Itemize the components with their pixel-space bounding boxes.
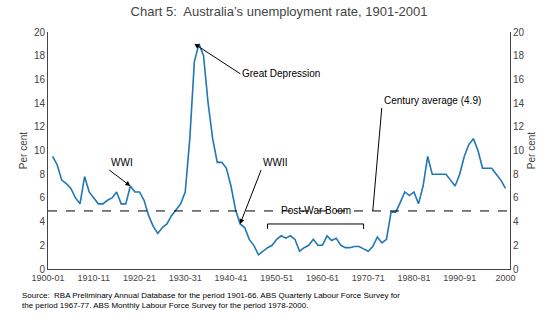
svg-text:1930-31: 1930-31	[169, 273, 202, 283]
svg-text:14: 14	[513, 98, 525, 109]
svg-text:2: 2	[513, 240, 519, 251]
svg-text:12: 12	[513, 121, 525, 132]
svg-text:16: 16	[34, 74, 46, 85]
svg-text:4: 4	[513, 216, 519, 227]
svg-text:12: 12	[34, 121, 46, 132]
svg-text:Per cent: Per cent	[18, 132, 29, 169]
svg-text:1990-91: 1990-91	[443, 273, 476, 283]
svg-text:2000: 2000	[495, 273, 515, 283]
svg-text:10: 10	[34, 145, 46, 156]
svg-text:20: 20	[513, 27, 525, 38]
svg-text:WWI: WWI	[111, 157, 133, 168]
svg-text:2: 2	[39, 240, 45, 251]
svg-text:6: 6	[513, 192, 519, 203]
svg-text:1900-01: 1900-01	[31, 273, 64, 283]
svg-text:20: 20	[34, 27, 46, 38]
svg-text:Great Depression: Great Depression	[242, 68, 320, 79]
svg-text:1910-11: 1910-11	[78, 273, 110, 283]
svg-text:1970-71: 1970-71	[352, 273, 385, 283]
svg-text:Source: RBA Preliminary Annua: Source: RBA Preliminary Annual Database …	[22, 291, 400, 310]
svg-text:0: 0	[513, 264, 519, 275]
svg-text:1960-61: 1960-61	[306, 273, 339, 283]
svg-text:8: 8	[39, 169, 45, 180]
svg-text:Chart 5: Australia’s unemploy: Chart 5: Australia’s unemployment rate, …	[131, 4, 428, 19]
svg-text:14: 14	[34, 98, 46, 109]
svg-text:1920-21: 1920-21	[123, 273, 156, 283]
svg-text:1980-81: 1980-81	[397, 273, 430, 283]
svg-text:Post-War Boom: Post-War Boom	[281, 205, 351, 216]
svg-text:16: 16	[513, 74, 525, 85]
svg-text:18: 18	[513, 50, 525, 61]
svg-text:6: 6	[39, 192, 45, 203]
svg-text:WWII: WWII	[263, 157, 287, 168]
svg-text:10: 10	[513, 145, 525, 156]
svg-text:1950-51: 1950-51	[260, 273, 293, 283]
svg-text:Century average (4.9): Century average (4.9)	[384, 95, 481, 106]
svg-text:1940-41: 1940-41	[214, 273, 247, 283]
svg-text:0: 0	[39, 264, 45, 275]
svg-text:8: 8	[513, 169, 519, 180]
svg-text:4: 4	[39, 216, 45, 227]
svg-text:18: 18	[34, 50, 46, 61]
svg-text:Per cent: Per cent	[526, 132, 537, 169]
